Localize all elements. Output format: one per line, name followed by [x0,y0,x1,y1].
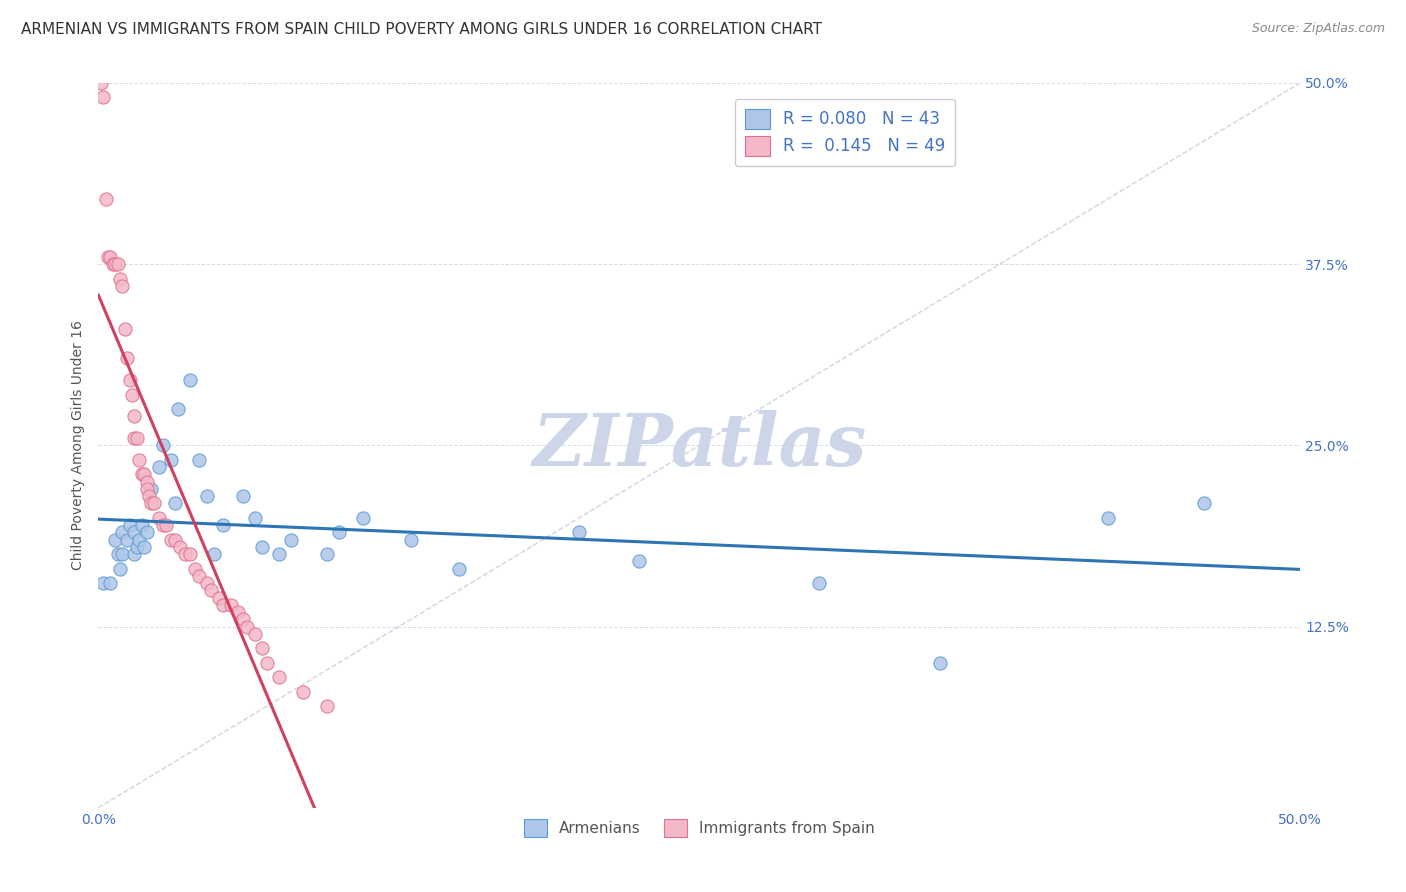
Point [128,453,150,467]
Point [207,591,229,605]
Point [141,482,163,496]
Point [132,540,155,554]
Point [174,547,197,561]
Text: ARMENIAN VS IMMIGRANTS FROM SPAIN CHILD POVERTY AMONG GIRLS UNDER 16 CORRELATION: ARMENIAN VS IMMIGRANTS FROM SPAIN CHILD … [21,22,823,37]
Point [169,540,191,554]
Text: ZIPatlas: ZIPatlas [533,409,866,481]
Point [250,641,273,656]
Point [111,547,134,561]
Point [148,511,170,525]
Point [104,533,127,547]
Point [202,547,225,561]
Point [125,431,148,445]
Point [135,482,157,496]
Point [328,525,350,540]
Point [124,547,146,561]
Point [125,540,148,554]
Point [100,250,122,264]
Point [236,619,259,633]
Point [108,561,131,575]
Point [179,547,201,561]
Point [100,576,122,591]
Point [280,533,302,547]
Point [155,518,177,533]
Point [108,271,131,285]
Point [91,90,114,104]
Point [226,605,249,619]
Point [628,554,651,568]
Point [107,547,129,561]
Point [179,373,201,387]
Point [219,598,242,612]
Point [568,525,591,540]
Point [212,518,235,533]
Point [399,533,422,547]
Point [165,496,187,510]
Point [315,699,337,714]
Point [124,431,146,445]
Point [117,351,139,366]
Point [1192,496,1215,510]
Point [250,540,273,554]
Point [352,511,374,525]
Point [118,518,141,533]
Point [101,257,124,271]
Point [107,257,129,271]
Point [183,561,205,575]
Point [165,533,187,547]
Point [243,627,266,641]
Point [232,489,254,503]
Point [159,533,181,547]
Point [131,518,153,533]
Point [152,518,174,533]
Point [195,489,218,503]
Point [111,525,134,540]
Point [808,576,831,591]
Point [135,525,157,540]
Point [152,438,174,452]
Point [447,561,470,575]
Text: Source: ZipAtlas.com: Source: ZipAtlas.com [1251,22,1385,36]
Point [1097,511,1119,525]
Point [188,453,211,467]
Point [315,547,337,561]
Point [104,257,127,271]
Point [141,496,163,510]
Point [200,583,222,598]
Point [212,598,235,612]
Point [131,467,153,482]
Point [117,533,139,547]
Y-axis label: Child Poverty Among Girls Under 16: Child Poverty Among Girls Under 16 [72,320,86,570]
Legend: Armenians, Immigrants from Spain: Armenians, Immigrants from Spain [517,813,880,844]
Point [124,525,146,540]
Point [90,76,112,90]
Point [111,279,134,293]
Point [124,409,146,424]
Point [188,569,211,583]
Point [159,453,181,467]
Point [267,670,290,684]
Point [195,576,218,591]
Point [91,576,114,591]
Point [232,612,254,626]
Point [928,656,950,670]
Point [267,547,290,561]
Point [166,402,188,417]
Point [291,685,314,699]
Point [256,656,278,670]
Point [118,373,141,387]
Point [138,489,160,503]
Point [94,192,117,206]
Point [148,460,170,475]
Point [114,322,136,336]
Point [243,511,266,525]
Point [135,475,157,489]
Point [128,533,150,547]
Point [121,387,143,401]
Point [132,467,155,482]
Point [97,250,120,264]
Point [142,496,165,510]
